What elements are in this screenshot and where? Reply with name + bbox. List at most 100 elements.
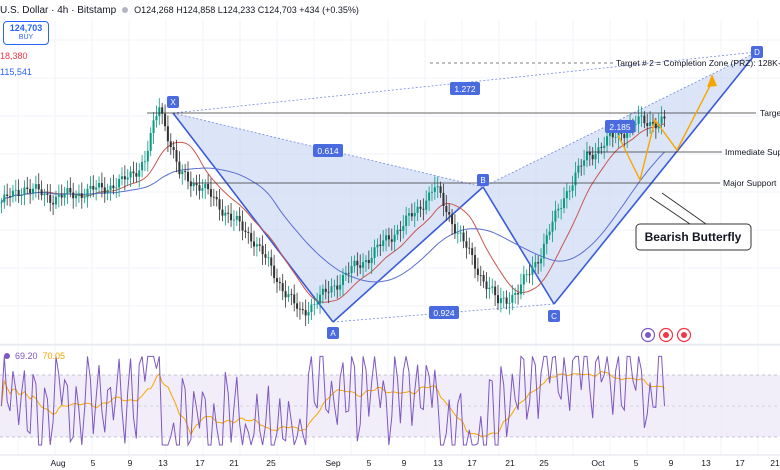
candle-body: [258, 244, 261, 246]
x-tick-label: 9: [128, 458, 133, 468]
candle-body: [428, 192, 431, 201]
candle-body: [321, 288, 324, 295]
candle-body: [422, 208, 425, 210]
candle-body: [350, 266, 353, 274]
candle-body: [488, 287, 491, 290]
ratio-label: 0.614: [317, 146, 339, 156]
rsi-panel: [0, 344, 780, 447]
buy-button[interactable]: 124,703 BUY: [3, 21, 49, 45]
support-target-levels: Target # 2 = Completion Zone (PRZ): 128K…: [147, 58, 780, 188]
x-tick-label: 21: [770, 458, 780, 468]
candle-body: [353, 260, 356, 267]
candle-body: [83, 197, 86, 199]
ma1-value: 18,380: [0, 51, 28, 61]
candle-body: [293, 294, 296, 304]
candle-body: [98, 182, 101, 188]
candle-body: [112, 185, 115, 189]
candle-body: [80, 193, 83, 198]
candle-body: [11, 190, 14, 197]
candle-body: [230, 213, 233, 221]
candle-body: [442, 192, 445, 206]
candle-body: [341, 275, 344, 285]
candle-body: [161, 107, 164, 114]
level-label: Major Support: [723, 178, 777, 188]
candle-body: [522, 274, 525, 285]
candle-body: [40, 189, 43, 196]
candle-body: [29, 188, 32, 193]
ratio-label: 1.272: [454, 84, 476, 94]
candle-body: [649, 121, 652, 126]
market-status-icon: [122, 7, 129, 13]
x-tick-label: 13: [701, 458, 711, 468]
candle-body: [611, 132, 614, 138]
candle-body: [519, 284, 522, 295]
candle-body: [347, 272, 350, 274]
broker-icons[interactable]: [640, 327, 692, 343]
candle-body: [175, 150, 178, 162]
candle-body: [637, 116, 640, 125]
candle-body: [620, 132, 623, 135]
point-badge: [751, 46, 763, 58]
ma-fast-line: [0, 123, 665, 303]
candle-body: [588, 152, 591, 155]
candle-body: [451, 214, 454, 225]
candle-body: [436, 186, 439, 188]
annotation-box: [635, 223, 752, 251]
candle-body: [221, 209, 224, 216]
candle-body: [330, 286, 333, 293]
bearish-butterfly-pattern: [172, 51, 758, 323]
candle-body: [465, 241, 468, 248]
candle-body: [485, 281, 488, 290]
candle-body: [284, 291, 287, 298]
candle-body: [195, 183, 198, 186]
candle-body: [264, 254, 267, 258]
candle-body: [508, 302, 511, 304]
candle-body: [393, 234, 396, 242]
candle-body: [164, 113, 167, 127]
candle-body: [531, 267, 534, 275]
candle-body: [307, 312, 310, 316]
candle-body: [166, 126, 169, 142]
point-label: C: [551, 312, 557, 321]
candle-body: [106, 189, 109, 194]
candle-body: [100, 182, 103, 188]
candle-body: [517, 293, 520, 295]
x-tick-label: 5: [367, 458, 372, 468]
candle-body: [46, 193, 49, 195]
x-tick-label: 25: [266, 458, 276, 468]
x-tick-label: 5: [634, 458, 639, 468]
candle-body: [591, 154, 594, 160]
candle-body: [568, 190, 571, 192]
icon-core: [681, 332, 687, 338]
candle-body: [138, 170, 141, 177]
candle-body: [278, 282, 281, 284]
candle-body: [14, 189, 17, 191]
candle-body: [448, 212, 451, 215]
candle-body: [296, 303, 299, 309]
candle-body: [476, 268, 479, 276]
rsi-value-2: 70.05: [42, 351, 66, 361]
candle-body: [129, 171, 132, 178]
candle-body: [212, 196, 215, 198]
point-label: B: [480, 176, 485, 185]
candle-body: [63, 193, 66, 198]
candle-body: [339, 284, 342, 290]
candle-body: [75, 195, 78, 199]
ratio-badge: [450, 82, 480, 95]
candle-body: [336, 285, 339, 290]
candle-body: [514, 293, 517, 295]
x-axis: Aug 5 9 13 17 21 25 Sep 5 9 13 17 21 25 Oct 5 9 13 17 21: [0, 454, 780, 468]
candle-body: [634, 124, 637, 125]
pattern-connector: [172, 112, 484, 188]
candle-body: [178, 161, 181, 175]
candle-body: [49, 194, 52, 203]
candle-body: [416, 206, 419, 213]
candle-body: [663, 116, 666, 119]
candle-body: [327, 291, 330, 293]
pattern-annotation: Bearish Butterfly: [635, 192, 752, 251]
candle-body: [496, 295, 499, 304]
ratio-label: 2.185: [609, 122, 631, 132]
x-tick-label: Oct: [591, 458, 605, 468]
icon-core: [645, 332, 651, 338]
